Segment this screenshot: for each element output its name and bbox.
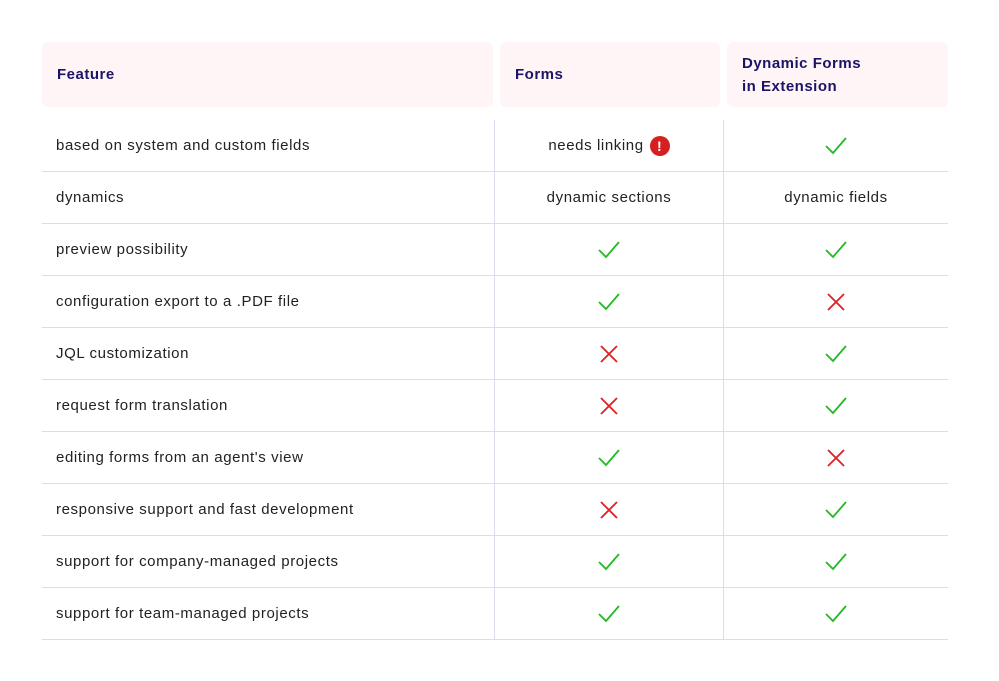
feature-name: preview possibility: [56, 241, 189, 258]
table-row: dynamics dynamic sections dynamic fields: [42, 172, 948, 224]
cell-text: needs linking: [548, 137, 644, 154]
table-row: request form translation: [42, 380, 948, 432]
feature-name: JQL customization: [56, 345, 190, 362]
check-icon: [598, 240, 620, 258]
cell: [723, 380, 948, 431]
header-feature: Feature: [42, 42, 493, 107]
check-icon: [825, 500, 847, 518]
table-row: configuration export to a .PDF file: [42, 276, 948, 328]
cell: [723, 432, 948, 483]
check-icon: [825, 396, 847, 414]
cell: [494, 432, 723, 483]
header-dynamic-forms: Dynamic Forms in Extension: [727, 42, 948, 107]
cross-icon: [600, 500, 618, 519]
feature-name: editing forms from an agent's view: [56, 449, 304, 466]
cell: dynamic sections: [494, 172, 723, 223]
header-label: Feature: [57, 66, 115, 83]
cell: [494, 328, 723, 379]
cell: [723, 536, 948, 587]
cross-icon: [827, 292, 845, 311]
cell: [494, 224, 723, 275]
check-icon: [598, 604, 620, 622]
cell: [723, 276, 948, 327]
check-icon: [825, 240, 847, 258]
cell: [723, 120, 948, 171]
cell: [494, 276, 723, 327]
feature-name: support for team-managed projects: [56, 605, 310, 622]
feature-name: dynamics: [56, 189, 125, 206]
check-icon: [825, 552, 847, 570]
cross-icon: [600, 396, 618, 415]
comparison-table: based on system and custom fields needs l…: [42, 120, 948, 640]
header-label: Dynamic Forms in Extension: [742, 54, 862, 95]
check-icon: [825, 344, 847, 362]
cell: dynamic fields: [723, 172, 948, 223]
cell: [723, 484, 948, 535]
feature-name: configuration export to a .PDF file: [56, 293, 300, 310]
table-row: editing forms from an agent's view: [42, 432, 948, 484]
cell: [494, 588, 723, 639]
feature-name: responsive support and fast development: [56, 501, 354, 518]
header-forms: Forms: [500, 42, 720, 107]
table-row: responsive support and fast development: [42, 484, 948, 536]
check-icon: [825, 604, 847, 622]
feature-name: support for company-managed projects: [56, 553, 339, 570]
feature-name: request form translation: [56, 397, 228, 414]
cell: [494, 484, 723, 535]
cross-icon: [600, 344, 618, 363]
cell: [494, 536, 723, 587]
cross-icon: [827, 448, 845, 467]
table-row: JQL customization: [42, 328, 948, 380]
table-row: based on system and custom fields needs l…: [42, 120, 948, 172]
cell: [494, 380, 723, 431]
cell: [723, 328, 948, 379]
cell: needs linking!: [494, 120, 723, 171]
cell-text: dynamic sections: [546, 189, 672, 206]
table-row: preview possibility: [42, 224, 948, 276]
check-icon: [598, 552, 620, 570]
check-icon: [598, 448, 620, 466]
table-row: support for team-managed projects: [42, 588, 948, 640]
header-label: Forms: [515, 66, 564, 83]
cell: [723, 588, 948, 639]
check-icon: [598, 292, 620, 310]
warning-icon: !: [649, 135, 670, 156]
check-icon: [825, 136, 847, 154]
cell: [723, 224, 948, 275]
feature-name: based on system and custom fields: [56, 137, 311, 154]
table-row: support for company-managed projects: [42, 536, 948, 588]
cell-text: dynamic fields: [784, 189, 888, 206]
